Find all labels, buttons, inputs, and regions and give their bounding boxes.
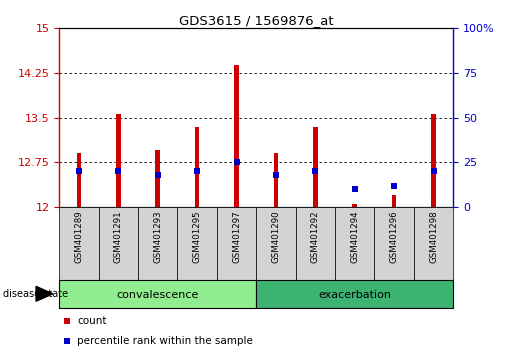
Bar	[59, 280, 256, 308]
Bar	[59, 207, 99, 280]
Text: GSM401298: GSM401298	[429, 211, 438, 263]
Bar	[138, 207, 177, 280]
Text: GSM401290: GSM401290	[271, 211, 280, 263]
Bar	[156, 150, 160, 207]
Bar	[352, 204, 357, 207]
Text: GSM401293: GSM401293	[153, 211, 162, 263]
Bar	[296, 207, 335, 280]
Title: GDS3615 / 1569876_at: GDS3615 / 1569876_at	[179, 14, 334, 27]
Bar	[77, 154, 81, 207]
Bar	[217, 207, 256, 280]
Text: percentile rank within the sample: percentile rank within the sample	[77, 336, 253, 346]
Text: convalescence: convalescence	[116, 290, 199, 300]
Bar	[313, 127, 318, 207]
Text: GSM401291: GSM401291	[114, 211, 123, 263]
Bar	[99, 207, 138, 280]
Text: exacerbation: exacerbation	[318, 290, 391, 300]
Bar	[335, 207, 374, 280]
Bar	[195, 127, 199, 207]
Bar	[116, 114, 121, 207]
Text: GSM401296: GSM401296	[390, 211, 399, 263]
Bar	[256, 207, 296, 280]
Bar	[414, 207, 453, 280]
Bar	[374, 207, 414, 280]
Bar	[431, 114, 436, 207]
Text: GSM401297: GSM401297	[232, 211, 241, 263]
Text: GSM401294: GSM401294	[350, 211, 359, 263]
Bar	[392, 195, 397, 207]
Text: GSM401292: GSM401292	[311, 211, 320, 263]
Text: GSM401295: GSM401295	[193, 211, 201, 263]
Bar	[273, 154, 278, 207]
Bar	[177, 207, 217, 280]
Text: disease state: disease state	[3, 289, 67, 299]
Text: GSM401289: GSM401289	[75, 211, 83, 263]
Bar	[256, 280, 453, 308]
Text: count: count	[77, 316, 107, 326]
Polygon shape	[36, 286, 53, 301]
Bar	[234, 65, 239, 207]
